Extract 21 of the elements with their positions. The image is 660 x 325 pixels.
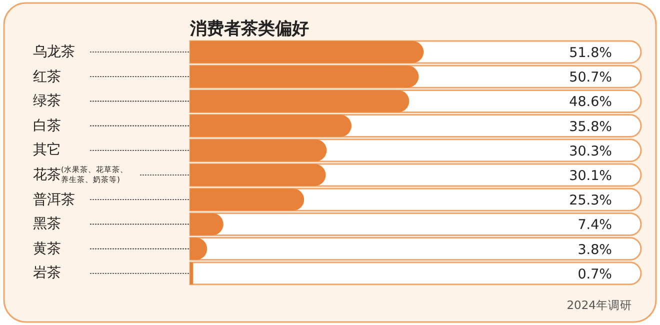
data-label: 48.6% (569, 94, 612, 110)
y-tick-label: 岩茶 (33, 264, 61, 282)
chart-title: 消费者茶类偏好 (189, 19, 309, 39)
data-label: 50.7% (569, 70, 612, 86)
y-tick-label: 乌龙茶 (33, 43, 75, 61)
y-tick-label: 普洱茶 (33, 190, 75, 209)
data-label: 30.1% (569, 168, 612, 184)
data-label: 51.8% (569, 45, 612, 61)
data-label: 30.3% (569, 143, 612, 160)
data-label: 35.8% (569, 118, 612, 135)
data-label: 0.7% (578, 266, 612, 282)
y-tick-label: 红茶 (33, 68, 61, 86)
y-tick-label: 白茶 (33, 116, 61, 135)
data-label: 3.8% (578, 242, 612, 258)
y-tick-label: 其它 (33, 141, 61, 160)
data-label: 25.3% (569, 192, 612, 209)
y-tick-label: 绿茶 (33, 92, 61, 110)
text: 2024年调研 (566, 298, 632, 312)
y-tick-label: 黄茶 (33, 240, 61, 258)
data-label: 7.4% (578, 217, 612, 234)
y-tick-label: 黑茶 (33, 215, 61, 234)
